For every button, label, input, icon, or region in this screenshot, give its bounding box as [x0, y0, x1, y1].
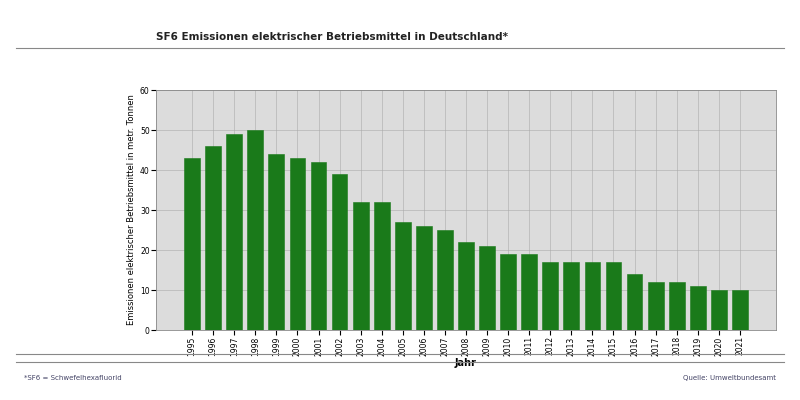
Bar [458, 242, 474, 330]
Bar [732, 290, 748, 330]
Bar [563, 262, 579, 330]
Bar [416, 226, 432, 330]
Text: SF6 Emissionen elektrischer Betriebsmittel in Deutschland*: SF6 Emissionen elektrischer Betriebsmitt… [156, 32, 508, 42]
Bar [206, 146, 221, 330]
Bar [500, 254, 516, 330]
Bar [585, 262, 600, 330]
Bar [247, 130, 263, 330]
Bar [269, 154, 284, 330]
Bar [669, 282, 685, 330]
Bar [290, 158, 306, 330]
Bar [479, 246, 495, 330]
Bar [332, 174, 347, 330]
Bar [437, 230, 453, 330]
Bar [226, 134, 242, 330]
Bar [374, 202, 390, 330]
Y-axis label: Emissionen elektrischer Betriebsmittel in metr. Tonnen: Emissionen elektrischer Betriebsmittel i… [127, 94, 136, 326]
Bar [184, 158, 200, 330]
Text: Quelle: Umweltbundesamt: Quelle: Umweltbundesamt [683, 375, 776, 381]
Text: *SF6 = Schwefelhexafluorid: *SF6 = Schwefelhexafluorid [24, 375, 122, 381]
X-axis label: Jahr: Jahr [455, 358, 477, 368]
Bar [690, 286, 706, 330]
Bar [353, 202, 369, 330]
Bar [310, 162, 326, 330]
Bar [606, 262, 622, 330]
Bar [711, 290, 726, 330]
Bar [648, 282, 663, 330]
Bar [522, 254, 537, 330]
Bar [395, 222, 410, 330]
Bar [626, 274, 642, 330]
Bar [542, 262, 558, 330]
